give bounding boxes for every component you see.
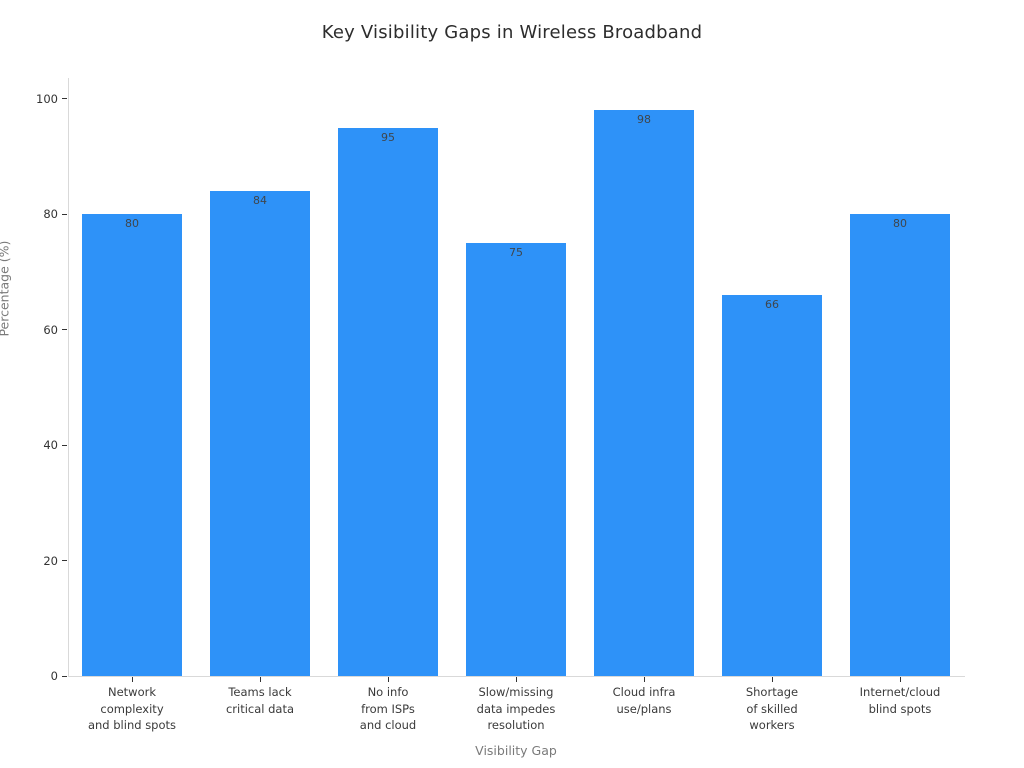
x-tick-label-line: from ISPs (361, 701, 415, 716)
x-tick-label-line: No info (367, 685, 409, 699)
x-tick-mark (132, 677, 133, 682)
bar-value-label: 95 (381, 130, 395, 144)
y-tick-mark (62, 675, 67, 677)
bar: 98 (594, 110, 694, 676)
y-tick-mark (62, 560, 67, 562)
bar: 75 (466, 243, 566, 676)
x-tick-label-line: critical data (225, 701, 295, 716)
x-tick-label-line: complexity (100, 701, 164, 716)
y-tick-mark (62, 329, 67, 331)
y-tick-mark (62, 98, 67, 100)
bar: 84 (210, 191, 310, 676)
x-tick-label: Shortage of skilled workers (708, 684, 836, 734)
y-tick-label: 40 (43, 438, 58, 453)
x-tick-mark (900, 677, 901, 682)
x-axis-title: Visibility Gap (475, 743, 557, 758)
x-tick-label-line: and blind spots (87, 718, 177, 732)
x-tick-mark (260, 677, 261, 682)
x-tick-label-line: Slow/missing (478, 685, 554, 699)
chart-title: Key Visibility Gaps in Wireless Broadban… (321, 22, 703, 43)
x-tick-mark (388, 677, 389, 682)
x-tick-label-line: of skilled (746, 701, 798, 716)
y-tick-label: 60 (43, 322, 58, 337)
bar: 95 (338, 127, 438, 676)
x-tick-label: Internet/cloud blind spots (836, 684, 964, 717)
bar: 80 (850, 214, 950, 676)
y-tick-label: 80 (43, 207, 58, 222)
x-tick-label-line: use/plans (616, 701, 672, 716)
x-tick-label-line: Teams lack (228, 685, 292, 699)
x-tick-mark (644, 677, 645, 682)
bar: 80 (82, 214, 182, 676)
x-tick-label: Network complexity and blind spots (68, 684, 196, 734)
x-tick-label-line: Shortage (745, 685, 799, 699)
bar-value-label: 66 (765, 298, 779, 312)
x-tick-label-line: resolution (487, 718, 545, 732)
bar-value-label: 80 (893, 217, 907, 231)
x-tick-label-line: Internet/cloud (859, 685, 941, 699)
x-tick-label: Teams lack critical data (196, 684, 324, 717)
bar-value-label: 75 (509, 246, 523, 260)
y-tick-label: 20 (43, 553, 58, 568)
y-tick-mark (62, 444, 67, 446)
x-tick-label: Cloud infra use/plans (580, 684, 708, 717)
x-tick-label-line: Network (107, 685, 157, 699)
bar-value-label: 84 (253, 194, 267, 208)
x-tick-label-line: workers (749, 718, 795, 732)
x-tick-mark (516, 677, 517, 682)
x-tick-label-line: blind spots (868, 701, 932, 716)
bar-value-label: 80 (125, 217, 139, 231)
bar: 66 (722, 295, 822, 676)
y-tick-label: 0 (50, 669, 58, 683)
x-tick-label-line: Cloud infra (612, 685, 676, 699)
x-tick-label-line: data impedes (476, 701, 556, 716)
plot-area (68, 78, 965, 677)
x-tick-label: Slow/missing data impedes resolution (452, 684, 580, 734)
y-tick-label: 100 (36, 91, 58, 106)
x-tick-label: No info from ISPs and cloud (324, 684, 452, 734)
x-tick-label-line: and cloud (359, 718, 417, 732)
bar-value-label: 98 (637, 113, 651, 127)
x-tick-mark (772, 677, 773, 682)
y-tick-mark (62, 213, 67, 215)
